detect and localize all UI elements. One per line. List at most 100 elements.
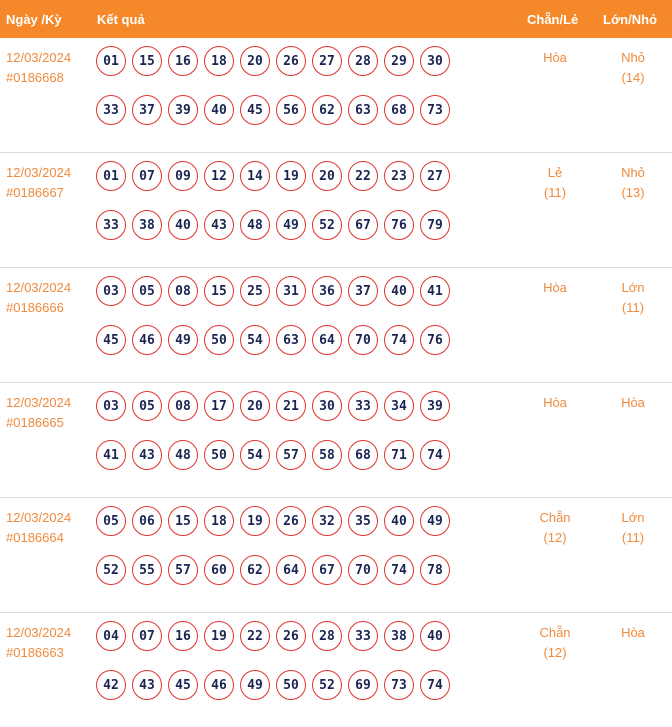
draw-date: 12/03/2024 [6, 50, 72, 65]
lon-nho-result: Hòa [621, 625, 645, 640]
number-ball: 26 [276, 46, 306, 76]
draw-date-cell: 12/03/2024 #0186664 [6, 508, 71, 548]
number-ball: 40 [204, 95, 234, 125]
number-ball: 36 [312, 276, 342, 306]
number-ball: 78 [420, 555, 450, 585]
lon-nho-result: Nhỏ [621, 165, 645, 180]
chan-le-cell: Hòa [520, 48, 590, 68]
number-ball: 08 [168, 276, 198, 306]
number-ball: 05 [132, 391, 162, 421]
number-ball: 27 [420, 161, 450, 191]
number-ball: 26 [276, 621, 306, 651]
chan-le-result: Hòa [543, 395, 567, 410]
number-ball: 21 [276, 391, 306, 421]
number-ball: 70 [348, 555, 378, 585]
number-ball: 16 [168, 621, 198, 651]
number-ball: 28 [348, 46, 378, 76]
lon-nho-result: Hòa [621, 395, 645, 410]
number-ball: 54 [240, 325, 270, 355]
number-ball: 33 [348, 391, 378, 421]
number-ball: 18 [204, 506, 234, 536]
result-numbers: 03 05 08 17 20 21 30 33 34 39 41 43 48 50 54 57 58 68 71 74 [96, 391, 476, 470]
number-ball: 73 [384, 670, 414, 700]
number-ball: 49 [168, 325, 198, 355]
number-ball: 48 [240, 210, 270, 240]
number-ball: 40 [384, 506, 414, 536]
number-ball: 16 [168, 46, 198, 76]
number-ball: 31 [276, 276, 306, 306]
number-ball: 15 [132, 46, 162, 76]
number-ball: 38 [132, 210, 162, 240]
number-ball: 64 [276, 555, 306, 585]
number-ball: 41 [96, 440, 126, 470]
number-ball: 05 [132, 276, 162, 306]
lon-nho-cell: Lớn (11) [598, 278, 668, 318]
number-ball: 45 [168, 670, 198, 700]
number-ball: 37 [132, 95, 162, 125]
number-ball: 52 [312, 670, 342, 700]
number-ball: 01 [96, 46, 126, 76]
lon-nho-count: (11) [621, 530, 645, 545]
draw-row: 12/03/2024 #0186664 05 06 15 18 19 26 32 35 40 49… [0, 498, 672, 613]
result-numbers: 05 06 15 18 19 26 32 35 40 49 52 55 57 60 62 64 67 70 74 78 [96, 506, 476, 585]
number-ball: 50 [204, 325, 234, 355]
number-ball: 70 [348, 325, 378, 355]
number-ball: 01 [96, 161, 126, 191]
chan-le-result: Hòa [543, 50, 567, 65]
number-ball: 12 [204, 161, 234, 191]
draw-date-cell: 12/03/2024 #0186663 [6, 623, 71, 663]
chan-le-cell: Chẵn (12) [520, 623, 590, 663]
number-ball: 68 [384, 95, 414, 125]
number-ball: 22 [240, 621, 270, 651]
number-ball: 15 [204, 276, 234, 306]
number-ball: 74 [420, 670, 450, 700]
number-ball: 64 [312, 325, 342, 355]
header-date: Ngày /Kỳ [6, 12, 62, 27]
result-numbers: 01 07 09 12 14 19 20 22 23 27 33 38 40 43 48 49 52 67 76 79 [96, 161, 476, 240]
number-ball: 41 [420, 276, 450, 306]
number-ball: 29 [384, 46, 414, 76]
number-ball: 04 [96, 621, 126, 651]
number-ball: 50 [276, 670, 306, 700]
number-ball: 43 [204, 210, 234, 240]
number-ball: 08 [168, 391, 198, 421]
number-ball: 74 [384, 555, 414, 585]
draw-id: #0186668 [6, 70, 64, 85]
lon-nho-cell: Nhỏ (14) [598, 48, 668, 88]
number-ball: 50 [204, 440, 234, 470]
number-ball: 67 [348, 210, 378, 240]
number-ball: 63 [348, 95, 378, 125]
chan-le-count: (12) [543, 530, 567, 545]
number-ball: 35 [348, 506, 378, 536]
draw-row: 12/03/2024 #0186663 04 07 16 19 22 26 28 33 38 40… [0, 613, 672, 727]
draw-date: 12/03/2024 [6, 395, 72, 410]
chan-le-cell: Hòa [520, 278, 590, 298]
lon-nho-cell: Nhỏ (13) [598, 163, 668, 203]
number-ball: 25 [240, 276, 270, 306]
number-ball: 28 [312, 621, 342, 651]
number-ball: 23 [384, 161, 414, 191]
draw-id: #0186663 [6, 645, 64, 660]
draw-date: 12/03/2024 [6, 510, 72, 525]
number-ball: 45 [96, 325, 126, 355]
number-ball: 63 [276, 325, 306, 355]
draw-row: 12/03/2024 #0186665 03 05 08 17 20 21 30 33 34 39… [0, 383, 672, 498]
number-ball: 43 [132, 440, 162, 470]
draw-date-cell: 12/03/2024 #0186666 [6, 278, 71, 318]
chan-le-count: (12) [543, 645, 567, 660]
number-ball: 48 [168, 440, 198, 470]
lon-nho-count: (13) [621, 185, 645, 200]
draw-row: 12/03/2024 #0186667 01 07 09 12 14 19 20 22 23 27… [0, 153, 672, 268]
number-ball: 07 [132, 621, 162, 651]
result-numbers: 03 05 08 15 25 31 36 37 40 41 45 46 49 50 54 63 64 70 74 76 [96, 276, 476, 355]
results-table-header: Ngày /Kỳ Kết quả Chẵn/Lẻ Lớn/Nhỏ [0, 0, 672, 38]
header-chan-le: Chẵn/Lẻ [527, 12, 579, 27]
number-ball: 74 [384, 325, 414, 355]
number-ball: 03 [96, 391, 126, 421]
number-ball: 14 [240, 161, 270, 191]
lon-nho-cell: Lớn (11) [598, 508, 668, 548]
number-ball: 27 [312, 46, 342, 76]
chan-le-result: Lẻ [547, 165, 563, 180]
number-ball: 49 [276, 210, 306, 240]
number-ball: 09 [168, 161, 198, 191]
